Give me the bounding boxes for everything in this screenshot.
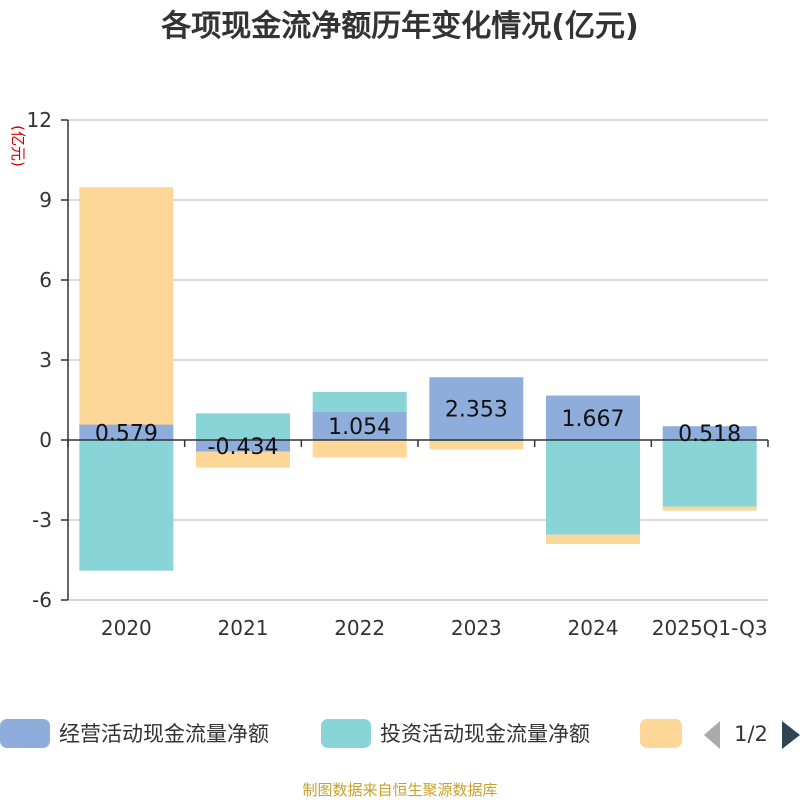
bar-2024-series-2[interactable] (546, 534, 640, 544)
bar-2020-series-1[interactable] (79, 440, 174, 571)
legend-label-operating[interactable]: 经营活动现金流量净额 (59, 722, 269, 746)
bar-2025Q1-Q3-series-0[interactable] (662, 426, 757, 440)
y-tick-label: -6 (32, 588, 52, 612)
bar-2024-series-0[interactable] (546, 395, 640, 440)
y-tick-label: 6 (39, 268, 52, 292)
bar-2021-series-1[interactable] (196, 413, 290, 440)
bar-2021-series-2[interactable] (196, 451, 290, 468)
legend-prev-page-icon[interactable] (704, 721, 720, 749)
x-tick-label: 2021 (218, 616, 269, 640)
data-label: -0.434 (208, 435, 279, 460)
y-tick-label: 9 (39, 188, 52, 212)
y-tick-label: 3 (39, 348, 52, 372)
x-tick-label: 2023 (451, 616, 502, 640)
legend-next-page-icon[interactable] (782, 721, 800, 749)
data-label: 1.054 (328, 415, 391, 440)
y-tick-label: 12 (27, 108, 52, 132)
legend-swatch-financing[interactable] (640, 719, 682, 748)
data-labels: 0.579 -0.434 1.054 2.353 1.667 0.518 (95, 398, 741, 460)
y-axis-label: (亿元) (9, 125, 27, 167)
y-tick-label: 0 (39, 428, 52, 452)
bar-2022-series-1[interactable] (312, 391, 407, 412)
legend-page-indicator: 1/2 (734, 722, 768, 746)
legend-swatch-operating[interactable] (0, 719, 50, 748)
data-label: 0.579 (95, 421, 158, 446)
bar-2021-series-0[interactable] (196, 440, 290, 452)
bar-2025Q1-Q3-series-2[interactable] (662, 506, 757, 511)
axes: -6 -3 0 3 6 9 12 2020 2021 2022 2023 2024 2025Q1-Q3 (27, 108, 769, 640)
bar-2025Q1-Q3-series-1[interactable] (662, 440, 757, 507)
legend-swatch-investing[interactable] (321, 719, 371, 748)
bar-2022-series-2[interactable] (312, 440, 407, 458)
bar-2023-series-0[interactable] (429, 377, 524, 440)
bar-2024-series-1[interactable] (546, 440, 640, 535)
x-tick-label: 2025Q1-Q3 (652, 616, 768, 640)
y-tick-label: -3 (32, 508, 52, 532)
data-label: 2.353 (445, 398, 508, 423)
x-tick-label: 2024 (568, 616, 619, 640)
bar-2022-series-0[interactable] (312, 411, 407, 440)
bars (79, 187, 757, 571)
gridlines (68, 119, 768, 601)
legend: 经营活动现金流量净额 投资活动现金流量净额 1/2 (0, 719, 800, 749)
bar-2020-series-0[interactable] (79, 424, 174, 440)
x-tick-label: 2022 (334, 616, 385, 640)
bar-2023-series-2[interactable] (429, 441, 524, 450)
data-source: 制图数据来自恒生聚源数据库 (302, 781, 497, 799)
legend-label-investing[interactable]: 投资活动现金流量净额 (380, 722, 590, 746)
data-label: 0.518 (678, 422, 741, 447)
chart-title: 各项现金流净额历年变化情况(亿元) (160, 9, 638, 44)
bar-2020-series-2[interactable] (79, 187, 174, 425)
x-tick-label: 2020 (101, 616, 152, 640)
data-label: 1.667 (562, 407, 625, 432)
